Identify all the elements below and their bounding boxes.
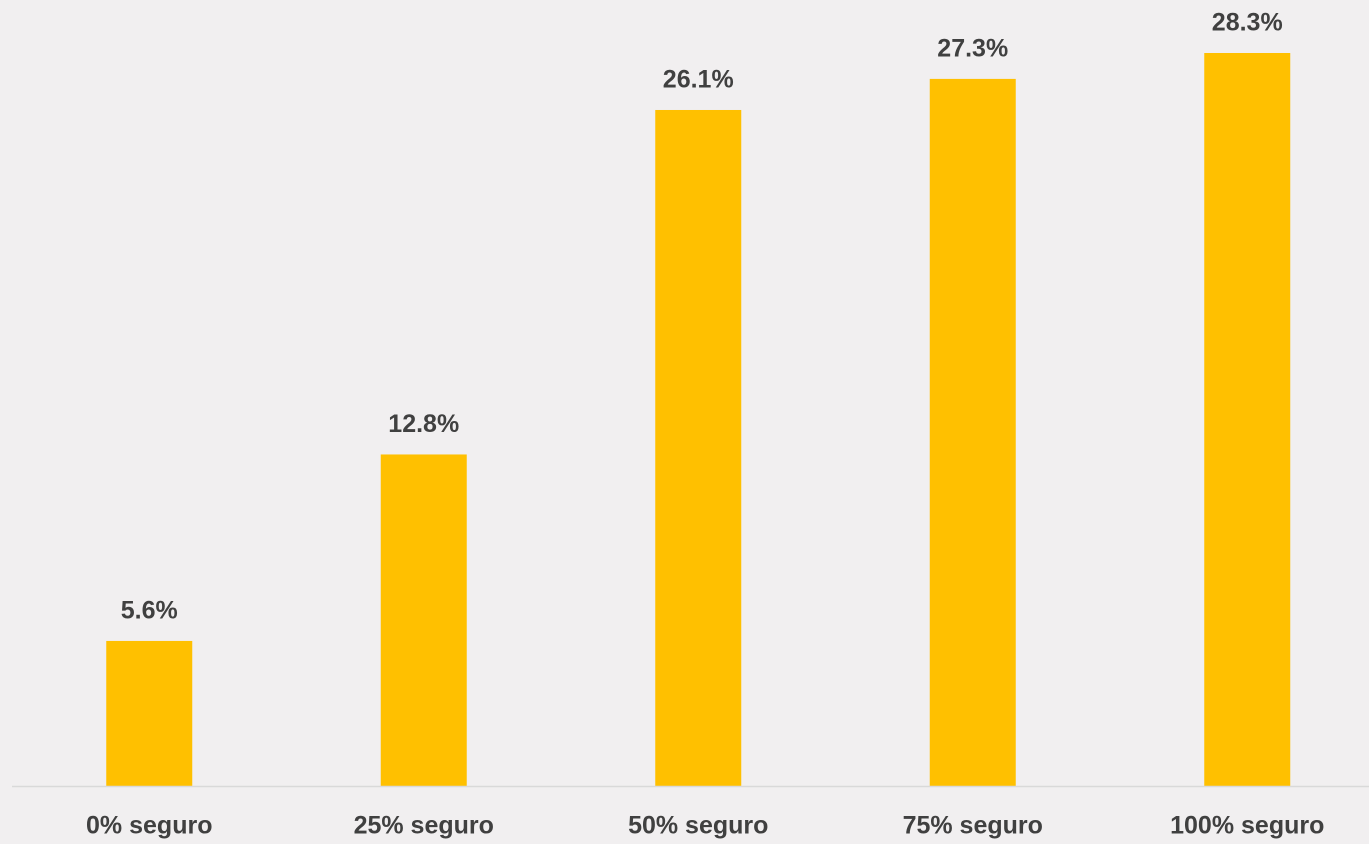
data-label: 28.3% — [1212, 9, 1283, 37]
bar — [106, 640, 193, 786]
x-tick-label: 0% seguro — [86, 812, 212, 840]
bar — [380, 454, 467, 786]
x-tick-label: 75% seguro — [903, 812, 1043, 840]
bar — [1204, 53, 1291, 786]
data-label: 12.8% — [388, 410, 459, 438]
bar — [655, 109, 742, 787]
data-label: 5.6% — [121, 597, 178, 625]
x-tick-label: 25% seguro — [354, 812, 494, 840]
x-tick-label: 50% seguro — [628, 812, 768, 840]
data-label: 26.1% — [663, 66, 734, 94]
x-tick-label: 100% seguro — [1170, 812, 1324, 840]
data-label: 27.3% — [937, 35, 1008, 63]
bar — [929, 78, 1016, 786]
